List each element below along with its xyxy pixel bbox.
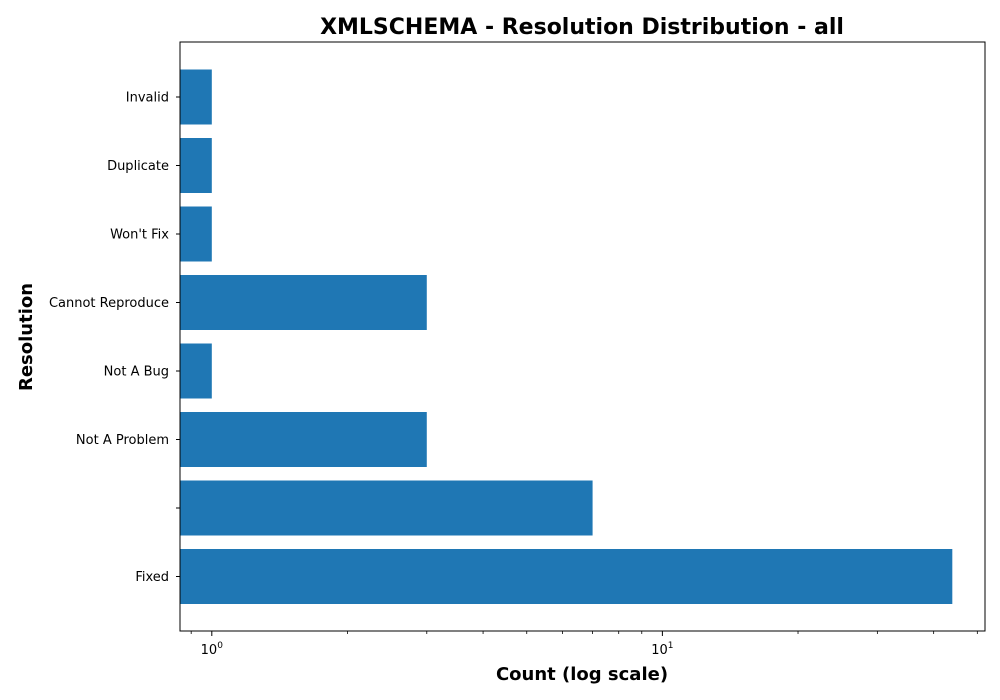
x-tick-label: 101	[651, 641, 673, 658]
bar	[180, 275, 427, 330]
y-tick-label: Not A Problem	[76, 433, 169, 448]
x-axis-ticks: 100 101	[190, 631, 978, 658]
y-axis-ticks: Fixed Not A Problem Not A Bug Cannot Reprod…	[49, 91, 180, 585]
x-axis-label: Count (log scale)	[496, 664, 668, 685]
chart-title: XMLSCHEMA - Resolution Distribution - al…	[320, 15, 844, 40]
y-tick-label: Cannot Reproduce	[49, 296, 169, 311]
bars-group	[180, 69, 953, 604]
y-axis-label: Resolution	[16, 283, 37, 391]
plot-frame	[179, 41, 986, 632]
bar	[180, 549, 953, 604]
y-tick-label: Invalid	[126, 91, 169, 106]
x-tick-label: 100	[201, 641, 224, 658]
bar	[180, 69, 212, 125]
y-tick-label: Fixed	[135, 570, 169, 585]
bar	[180, 138, 212, 193]
bar	[180, 480, 593, 536]
bar	[180, 343, 212, 399]
y-tick-label: Not A Bug	[104, 365, 169, 380]
bar	[180, 412, 427, 467]
y-tick-label: Won't Fix	[110, 228, 169, 243]
bar	[180, 206, 212, 262]
y-tick-label: Duplicate	[107, 159, 169, 174]
